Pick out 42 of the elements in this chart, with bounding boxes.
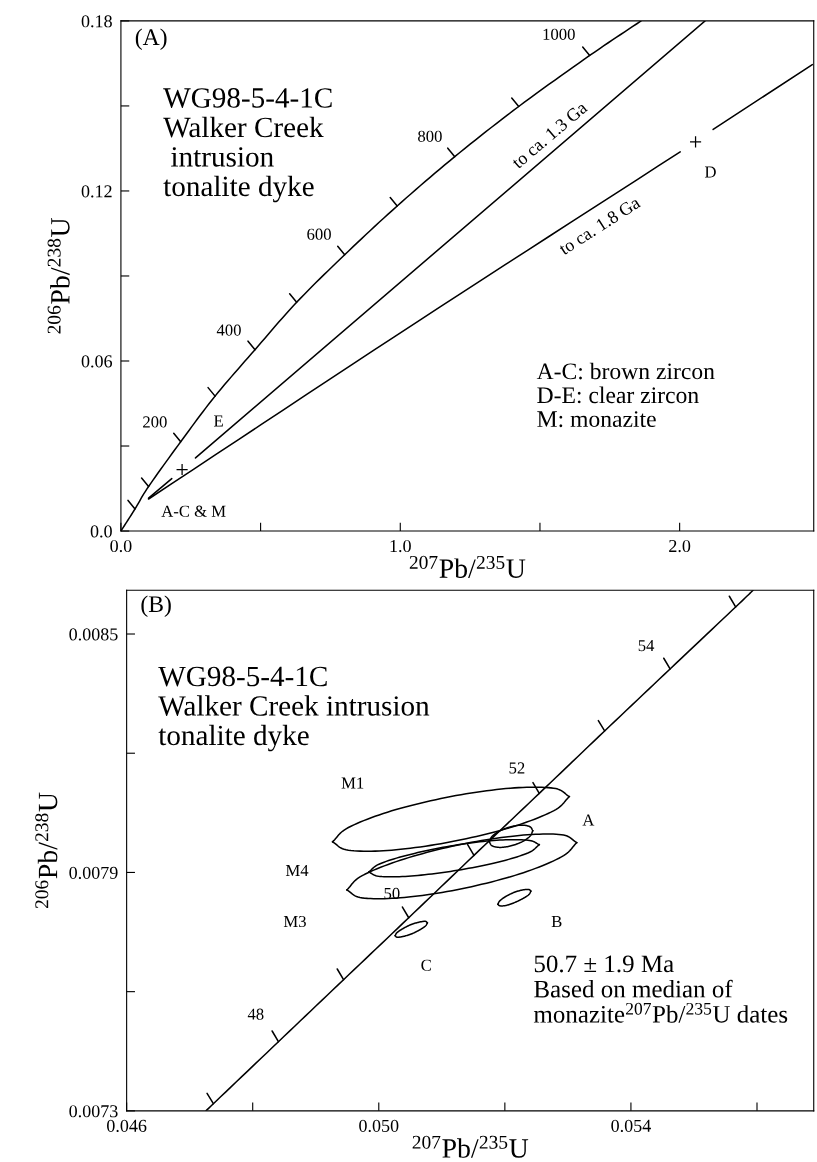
x-tick-label: 0.046 [107,1119,147,1132]
annotation: 800 [418,130,442,142]
x-tick-label: 0.0 [110,539,132,553]
y-axis-title: $^{206}$Pb/$^{238}$U [35,792,58,909]
annotation: to ca. 1.8 Ga [557,195,642,256]
annotation: WG98-5-4-1C Walker Creek intrusion tonalite dyke [163,88,332,203]
annotation: 54 [638,640,655,652]
annotation: A-C & M [161,505,226,517]
annotation: M4 [285,864,309,876]
x-axis-title: $^{207}$Pb/$^{235}$U [412,1135,529,1158]
annotation: C [421,959,431,971]
y-tick-label: 0.06 [81,355,113,368]
annotation: B [551,916,562,927]
annotation: WG98-5-4-1C Walker Creek intrusion tonalite dyke [158,666,430,752]
annotation: (A) [135,28,167,50]
y-tick-label: 0.0085 [69,628,118,641]
annotation: M1 [341,777,364,789]
x-tick-label: 2.0 [669,539,691,553]
y-tick-label: 0.12 [81,185,112,198]
x-axis-title: $^{207}$Pb/$^{235}$U [409,555,526,578]
y-tick-label: 0.0 [90,525,112,538]
annotation: 48 [247,1008,264,1020]
annotation: D [704,166,716,178]
annotation: 50.7 ± 1.9 Ma Based on median of monazite$^{207}$Pb/$^{235}$U dates [533,955,788,1023]
annotation: 600 [307,228,331,240]
y-tick-label: 0.0079 [69,866,118,879]
annotation: 52 [509,762,525,774]
x-tick-label: 0.054 [611,1119,651,1132]
annotation: 200 [143,416,167,428]
annotation: to ca. 1.3 Ga [510,100,589,170]
annotation: E [213,415,223,427]
x-tick-label: 0.050 [359,1119,399,1132]
annotation: 400 [216,324,241,336]
annotation: A-C: brown zircon D-E: clear zircon M: monazite [536,362,715,428]
annotation: (B) [141,595,171,617]
y-tick-label: 0.0073 [69,1105,118,1118]
y-axis-title: $^{206}$Pb/$^{238}$U [47,218,70,334]
annotation: A [582,814,595,826]
y-tick-label: 0.18 [81,15,112,28]
x-tick-label: 1.0 [390,539,411,553]
annotation: M3 [283,915,306,928]
annotation: 1000 [543,28,575,40]
